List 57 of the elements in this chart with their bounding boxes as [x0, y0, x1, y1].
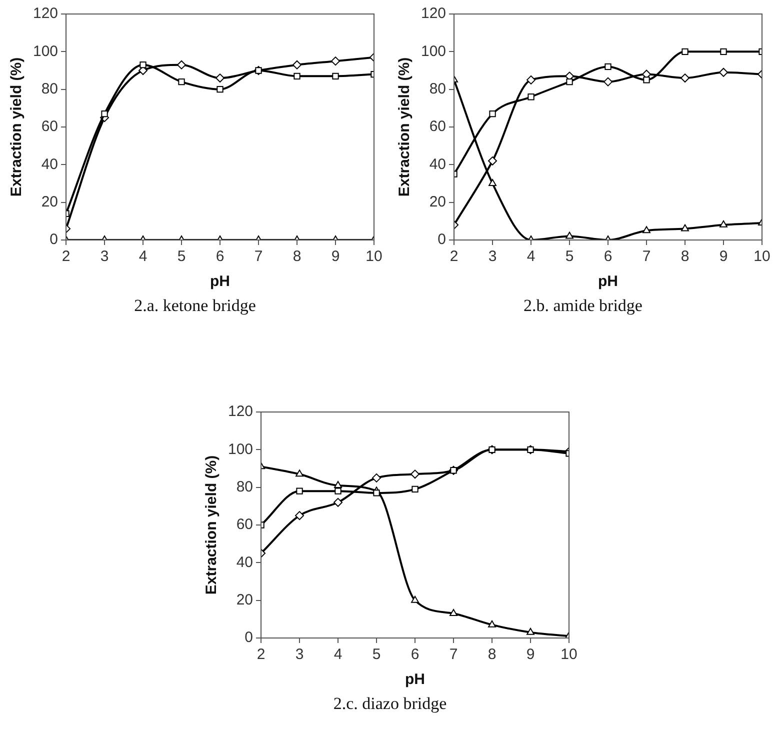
- y-tick-label: 80: [236, 478, 254, 496]
- x-tick-label: 6: [216, 248, 224, 266]
- x-tick-label: 7: [254, 248, 263, 266]
- x-tick-label: 10: [366, 248, 382, 266]
- x-tick-label: 8: [488, 646, 496, 664]
- x-axis-title: pH: [405, 671, 426, 688]
- x-tick-label: 6: [410, 646, 420, 664]
- y-tick-label: 120: [420, 5, 446, 22]
- y-tick-label: 60: [429, 118, 446, 136]
- y-tick-label: 0: [244, 629, 254, 646]
- x-tick-label: 8: [292, 248, 302, 266]
- y-tick-label: 100: [420, 42, 446, 60]
- x-tick-label: 9: [526, 646, 535, 664]
- y-tick-label: 80: [429, 80, 446, 98]
- text: 2.b. amide bridge: [522, 296, 644, 316]
- x-tick-label: 5: [177, 248, 186, 266]
- x-tick-label: 4: [334, 646, 342, 664]
- x-tick-label: 5: [565, 248, 574, 266]
- y-tick-label: 20: [41, 193, 58, 210]
- y-tick-label: 80: [41, 80, 58, 98]
- x-tick-label: 3: [488, 248, 497, 266]
- y-tick-label: 60: [41, 118, 58, 136]
- text: 2.a. ketone bridge: [133, 296, 257, 316]
- x-tick-label: 2: [256, 646, 266, 664]
- x-tick-label: 4: [138, 248, 148, 266]
- x-tick-label: 3: [295, 646, 304, 664]
- x-axis-title: pH: [210, 273, 230, 290]
- y-tick-label: 100: [228, 440, 254, 458]
- x-tick-label: 5: [372, 646, 381, 664]
- y-tick-label: 100: [32, 42, 58, 60]
- x-tick-label: 10: [560, 646, 578, 664]
- x-tick-label: 4: [526, 248, 536, 266]
- x-tick-label: 9: [331, 248, 340, 266]
- y-tick-label: 20: [429, 193, 446, 210]
- x-tick-label: 3: [100, 248, 109, 266]
- y-tick-label: 60: [236, 516, 254, 534]
- x-tick-label: 9: [719, 248, 728, 266]
- x-tick-label: 2: [62, 248, 70, 266]
- x-tick-label: 6: [604, 248, 612, 266]
- y-tick-label: 0: [438, 231, 446, 248]
- text: 2.c. diazo bridge: [332, 694, 448, 714]
- y-axis-title: Extraction yield (%): [8, 57, 26, 197]
- x-tick-label: 10: [754, 248, 770, 266]
- x-axis-title: pH: [598, 273, 618, 290]
- x-tick-label: 2: [450, 248, 458, 266]
- y-axis-title: Extraction yield (%): [396, 57, 414, 197]
- x-tick-label: 7: [449, 646, 458, 664]
- y-tick-label: 120: [32, 5, 58, 22]
- y-tick-label: 40: [429, 156, 446, 173]
- y-axis-title: Extraction yield (%): [203, 455, 220, 595]
- y-tick-label: 0: [50, 231, 58, 248]
- x-tick-label: 7: [642, 248, 651, 266]
- y-tick-label: 40: [236, 554, 254, 571]
- y-tick-label: 20: [236, 591, 254, 608]
- x-tick-label: 8: [680, 248, 690, 266]
- y-tick-label: 40: [41, 156, 58, 173]
- y-tick-label: 120: [228, 403, 254, 420]
